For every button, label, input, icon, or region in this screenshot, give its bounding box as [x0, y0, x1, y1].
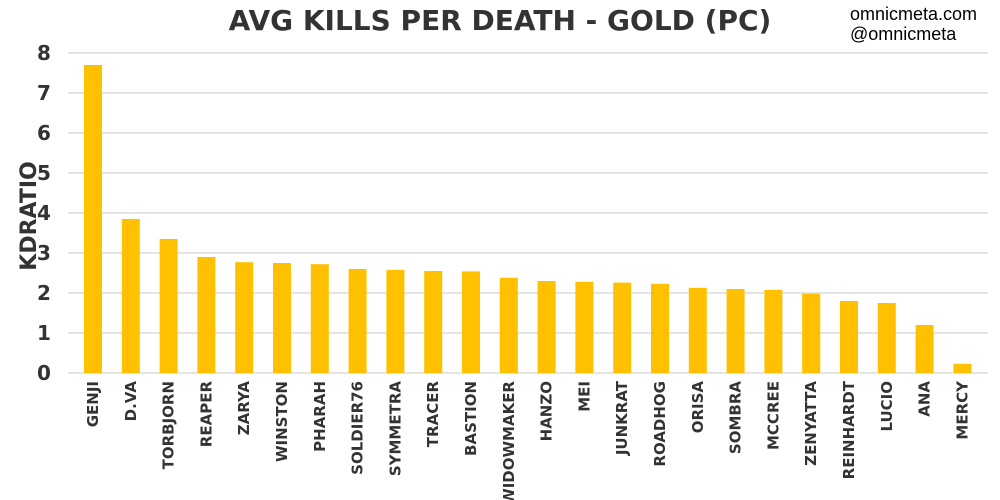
bar — [575, 281, 594, 373]
x-tick-label: WIDOWMAKER — [500, 381, 518, 500]
bar — [273, 263, 291, 373]
x-tick-label: GENJI — [84, 381, 102, 427]
site-url: omnicmeta.com — [850, 4, 977, 24]
bar — [159, 239, 178, 373]
bar — [915, 325, 934, 373]
x-tick-label: TRACER — [424, 381, 442, 448]
y-tick-label: 6 — [37, 121, 51, 145]
y-tick-label: 0 — [37, 361, 51, 385]
bar — [726, 289, 745, 373]
y-tick-label: 8 — [37, 41, 51, 65]
bar — [499, 277, 518, 373]
bar — [462, 271, 480, 373]
x-tick-label: SOMBRA — [727, 381, 745, 454]
bar — [651, 283, 669, 373]
y-tick-label: 2 — [37, 281, 51, 305]
bar — [802, 293, 821, 373]
social-handle: @omnicmeta — [850, 24, 957, 44]
bar — [310, 264, 329, 373]
x-tick-label: WINSTON — [273, 381, 291, 462]
bar — [121, 219, 140, 373]
x-tick-label: BASTION — [462, 381, 480, 456]
gridlines — [68, 52, 988, 374]
bar — [537, 281, 556, 373]
x-tick-label: HANZO — [538, 381, 556, 441]
y-axis-ticks: 0 1 2 3 4 5 6 7 8 — [37, 41, 51, 385]
x-tick-label: PHARAH — [311, 381, 329, 452]
bar — [877, 303, 896, 373]
bar — [764, 289, 783, 373]
x-tick-label: SYMMETRA — [386, 381, 404, 477]
bar — [386, 269, 405, 373]
bars — [84, 65, 972, 373]
bar — [424, 271, 443, 373]
x-tick-label: JUNKRAT — [613, 380, 631, 456]
x-tick-label: REINHARDT — [840, 380, 858, 479]
bar — [613, 282, 632, 373]
x-tick-label: ROADHOG — [651, 381, 669, 467]
x-axis-ticks: GENJI D.VA TORBJORN REAPER ZARYA WINSTON PHARA… — [84, 380, 971, 500]
y-tick-label: 5 — [37, 161, 51, 185]
chart-title: AVG KILLS PER DEATH - GOLD (PC) — [229, 4, 772, 37]
y-tick-label: 4 — [37, 201, 51, 225]
x-tick-label: SOLDIER76 — [349, 381, 367, 475]
x-tick-label: ANA — [916, 381, 934, 417]
x-tick-label: ORISA — [689, 381, 707, 434]
x-tick-label: D.VA — [122, 381, 140, 422]
bar — [688, 287, 707, 373]
y-tick-label: 3 — [37, 241, 51, 265]
bar — [235, 262, 254, 373]
x-tick-label: REAPER — [197, 381, 215, 448]
y-tick-label: 1 — [37, 321, 51, 345]
bar — [197, 257, 216, 373]
y-axis-label: KDRATIO — [17, 161, 42, 270]
x-tick-label: LUCIO — [878, 381, 896, 432]
x-tick-label: ZARYA — [235, 381, 253, 436]
bar — [840, 301, 858, 373]
x-tick-label: MERCY — [953, 380, 971, 440]
bar — [348, 269, 367, 373]
x-tick-label: ZENYATTA — [802, 381, 820, 466]
x-tick-label: MEI — [575, 381, 593, 412]
bar — [84, 65, 102, 373]
y-tick-label: 7 — [37, 81, 51, 105]
x-tick-label: MCCREE — [764, 381, 782, 450]
x-tick-label: TORBJORN — [160, 381, 178, 469]
bar — [953, 363, 972, 373]
